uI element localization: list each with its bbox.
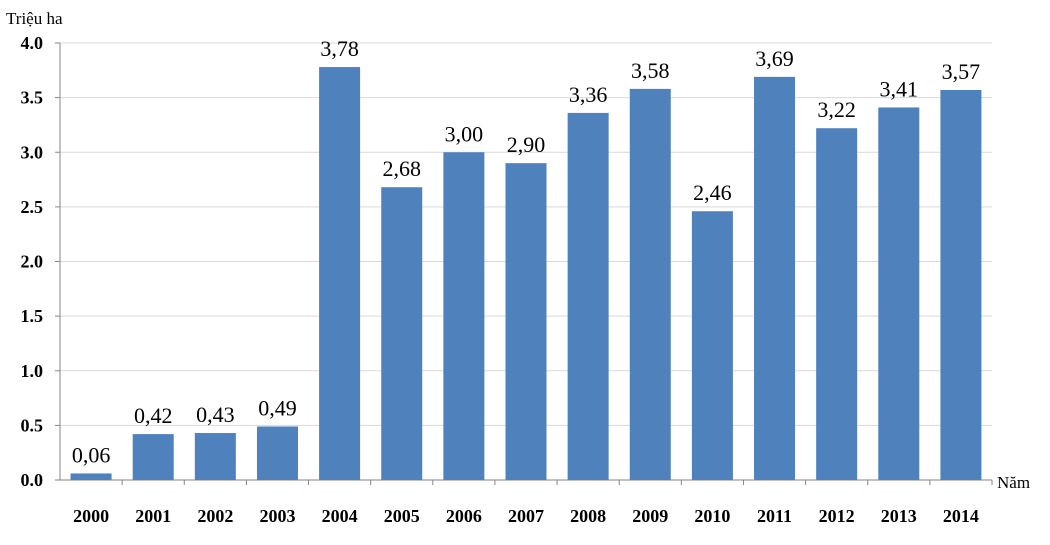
y-tick-label: 0.5	[21, 415, 44, 435]
bar	[691, 211, 733, 480]
x-tick-label: 2006	[446, 506, 482, 526]
y-tick-label: 3.5	[21, 88, 44, 108]
data-label: 2,90	[507, 132, 546, 157]
data-label: 2,68	[382, 156, 421, 181]
bars	[70, 67, 982, 481]
data-label: 3,69	[755, 46, 794, 71]
data-label: 3,57	[942, 59, 981, 84]
y-tick-label: 1.0	[21, 361, 44, 381]
data-label: 2,46	[693, 180, 732, 205]
x-tick-label: 2007	[508, 506, 544, 526]
x-tick-labels: 2000 2001 2002 2003 2004 2005 2006 2007 2008 2009…	[73, 506, 979, 526]
y-tick-label: 1.5	[21, 306, 44, 326]
y-tick-label: 2.0	[21, 252, 44, 272]
x-tick-label: 2012	[819, 506, 855, 526]
bar	[505, 163, 547, 481]
bar	[70, 473, 112, 480]
x-tick-label: 2009	[632, 506, 668, 526]
x-tick-label: 2010	[694, 506, 730, 526]
bar	[443, 152, 485, 480]
x-tick-label: 2005	[384, 506, 420, 526]
x-tick-label: 2008	[570, 506, 606, 526]
y-tick-label: 3.0	[21, 142, 44, 162]
data-label: 3,00	[445, 121, 484, 146]
bar	[256, 426, 298, 480]
x-tick-label: 2013	[881, 506, 917, 526]
x-tick-label: 2001	[135, 506, 171, 526]
bar	[629, 88, 671, 480]
bar	[816, 128, 858, 480]
x-axis-label: Năm	[997, 473, 1030, 492]
bar	[319, 67, 361, 480]
y-axis-label: Triệu ha	[6, 9, 63, 28]
bar	[878, 107, 920, 481]
y-tick-label: 0.0	[21, 470, 44, 490]
data-label: 0,42	[134, 403, 173, 428]
data-labels: 0,06 0,42 0,43 0,49 3,78 2,68 3,00 2,90 3,36 3,58…	[72, 36, 980, 467]
x-tick-label: 2003	[259, 506, 295, 526]
data-label: 3,41	[880, 76, 919, 101]
x-tick-label: 2011	[757, 506, 792, 526]
bar	[940, 89, 982, 480]
x-tick-label: 2004	[322, 506, 358, 526]
bar	[754, 76, 796, 481]
data-label: 3,22	[817, 97, 856, 122]
bar	[381, 187, 423, 480]
bar	[567, 112, 609, 481]
data-label: 3,58	[631, 58, 670, 83]
x-tick-label: 2014	[943, 506, 979, 526]
data-label: 3,78	[320, 36, 359, 61]
bar	[132, 434, 174, 480]
y-tick-label: 4.0	[21, 33, 44, 53]
x-tick-label: 2000	[73, 506, 109, 526]
bar	[194, 433, 236, 480]
data-label: 0,43	[196, 402, 235, 427]
y-tick-labels: 0.0 0.5 1.0 1.5 2.0 2.5 3.0 3.5 4.0	[21, 33, 44, 490]
data-label: 3,36	[569, 82, 608, 107]
y-tick-label: 2.5	[21, 197, 44, 217]
data-label: 0,49	[258, 395, 297, 420]
x-tick-label: 2002	[197, 506, 233, 526]
data-label: 0,06	[72, 442, 111, 467]
